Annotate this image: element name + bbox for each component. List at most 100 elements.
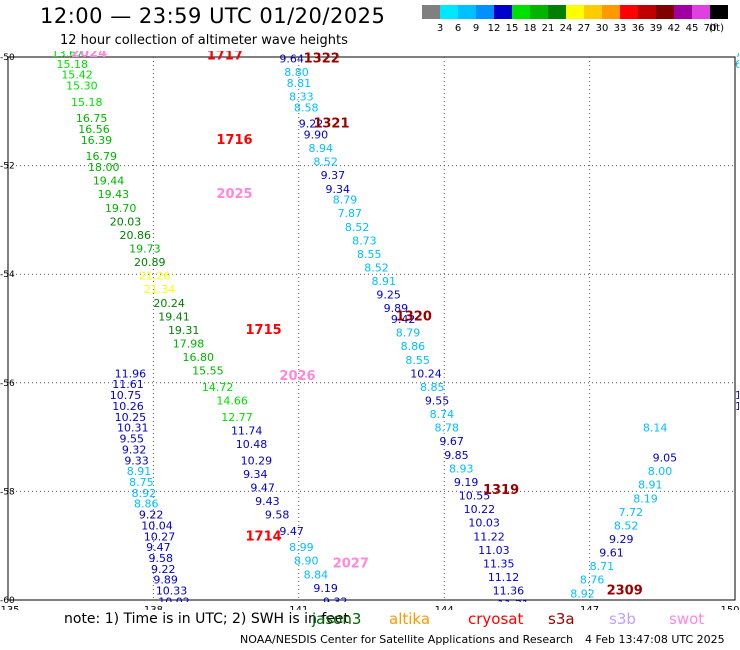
swh-value: 9.19	[454, 476, 479, 489]
track-time-layer: 1717 1716 1715 1714 1322 1321 1320 1319 2309 2024…	[71, 46, 643, 599]
swh-value: 10.03	[468, 517, 500, 530]
swh-value: 20.03	[110, 215, 142, 228]
swh-value: 8.76	[580, 574, 605, 587]
swh-value: 8.14	[643, 422, 668, 435]
swh-value: 21.34	[144, 283, 176, 296]
scale-swatch	[494, 5, 512, 19]
track-time-label: 1714	[245, 529, 281, 544]
scale-label: 18	[524, 23, 537, 34]
swh-value: 9.47	[146, 541, 171, 554]
swh-value: 9.55	[119, 433, 143, 446]
scale-swatch	[584, 5, 602, 19]
swh-value: 8.79	[396, 327, 421, 340]
swh-value: 8.78	[435, 422, 460, 435]
swh-value: 8.86	[134, 498, 159, 511]
credit-text: NOAA/NESDIS Center for Satellite Applica…	[240, 633, 574, 646]
swh-value: 20.89	[134, 256, 166, 269]
swh-value: 8.00	[648, 465, 673, 478]
swh-value: 15.55	[192, 365, 224, 378]
swh-value: 10.24	[410, 367, 442, 380]
swh-value: 9.58	[265, 509, 290, 522]
scale-label: 42	[668, 23, 681, 34]
swh-value: 10.04	[141, 519, 173, 532]
swh-value: 14.72	[202, 381, 234, 394]
bottom-note: note: 1) Time is in UTC; 2) SWH is in fe…	[64, 611, 350, 627]
track-time-label: 2024	[71, 46, 107, 61]
map-frame	[7, 56, 736, 601]
swh-value: 8.80	[284, 66, 309, 79]
longitude-tick-label: 138	[144, 605, 163, 610]
swh-value: 8.91	[127, 465, 152, 478]
swh-value: 11.35	[483, 557, 515, 570]
track-time-label: 2309	[607, 584, 643, 599]
color-scale-legend: 3 6 9 12 15 18 21 24 27 30 33 36 39 42 45 70(ft)	[422, 5, 728, 34]
swh-value: 8.79	[333, 194, 358, 207]
latitude-tick-label: -50	[0, 53, 15, 63]
scale-label: 15	[506, 23, 519, 34]
swh-value: 9.05	[653, 452, 678, 465]
swh-value: 9.90	[304, 128, 329, 141]
swh-value: 9.33	[124, 454, 149, 467]
swh-value: 17.98	[173, 338, 205, 351]
track-time-label: 1715	[245, 323, 281, 338]
swh-value: 11.36	[493, 585, 524, 598]
latitude-tick-label: -58	[0, 487, 15, 497]
swh-value: 8.74	[430, 408, 455, 421]
swh-value: 10.25	[115, 411, 147, 424]
swh-value: 9.61	[599, 547, 624, 560]
swh-value: 9.72	[161, 606, 186, 610]
swh-value: 21.26	[139, 270, 171, 283]
swh-value: 15.18	[71, 96, 103, 109]
swh-value: 7.13	[735, 47, 740, 60]
swh-value: 8.91	[638, 479, 663, 492]
track-time-label: 1717	[207, 49, 243, 64]
swh-value: 9.64	[279, 52, 304, 65]
swh-value: 7.87	[338, 207, 363, 220]
swh-value: 9.22	[151, 563, 176, 576]
swh-value: 15.42	[61, 69, 93, 82]
scale-swatch	[476, 5, 494, 19]
swh-value: 16.56	[78, 123, 110, 136]
latitude-tick-label: -54	[0, 270, 15, 280]
scale-label: 39	[650, 23, 663, 34]
swh-value: 9.67	[439, 435, 464, 448]
scale-swatch	[440, 5, 458, 19]
satellite-legend-swot: swot	[669, 610, 705, 628]
scale-swatch	[512, 5, 530, 19]
scale-unit: (ft)	[709, 23, 724, 34]
swh-value: 12.77	[221, 411, 253, 424]
swh-value: 8.52	[345, 221, 370, 234]
page-title: 12:00 — 23:59 UTC 01/20/2025	[40, 4, 386, 28]
scale-swatch	[674, 5, 692, 19]
scale-swatch	[602, 5, 620, 19]
swh-value: 8.90	[294, 555, 319, 568]
swh-value: 16.39	[81, 134, 113, 147]
scale-label: 3	[437, 23, 443, 34]
swh-value: 8.55	[405, 354, 430, 367]
swh-value: 9.43	[255, 495, 280, 508]
swh-value: 10.27	[144, 530, 176, 543]
latitude-tick-label: -56	[0, 379, 15, 389]
swh-value: 9.22	[139, 509, 164, 522]
scale-swatch	[620, 5, 638, 19]
scale-label: 21	[542, 23, 555, 34]
swh-value: 8.33	[289, 90, 314, 103]
satellite-legend-s3b: s3b	[609, 610, 636, 628]
track-time-label: 2027	[333, 556, 369, 571]
track-time-label: 2026	[279, 369, 315, 384]
swh-value: 6.08	[735, 58, 740, 71]
swh-value: 11.61	[112, 378, 144, 391]
scale-swatch	[458, 5, 476, 19]
swh-value: 9.55	[425, 395, 450, 408]
swh-value: 9.32	[122, 443, 147, 456]
swh-value: 10.48	[735, 389, 740, 402]
swh-value: 16.79	[86, 150, 118, 163]
timestamp: 4 Feb 13:47:08 UTC 2025	[585, 633, 725, 646]
scale-label: 24	[560, 23, 573, 34]
scale-label: 36	[632, 23, 645, 34]
swh-value: 8.52	[313, 156, 338, 169]
swh-value: 10.33	[156, 585, 188, 598]
track-time-label: 1322	[304, 51, 340, 66]
swh-value: 9.37	[321, 169, 346, 182]
